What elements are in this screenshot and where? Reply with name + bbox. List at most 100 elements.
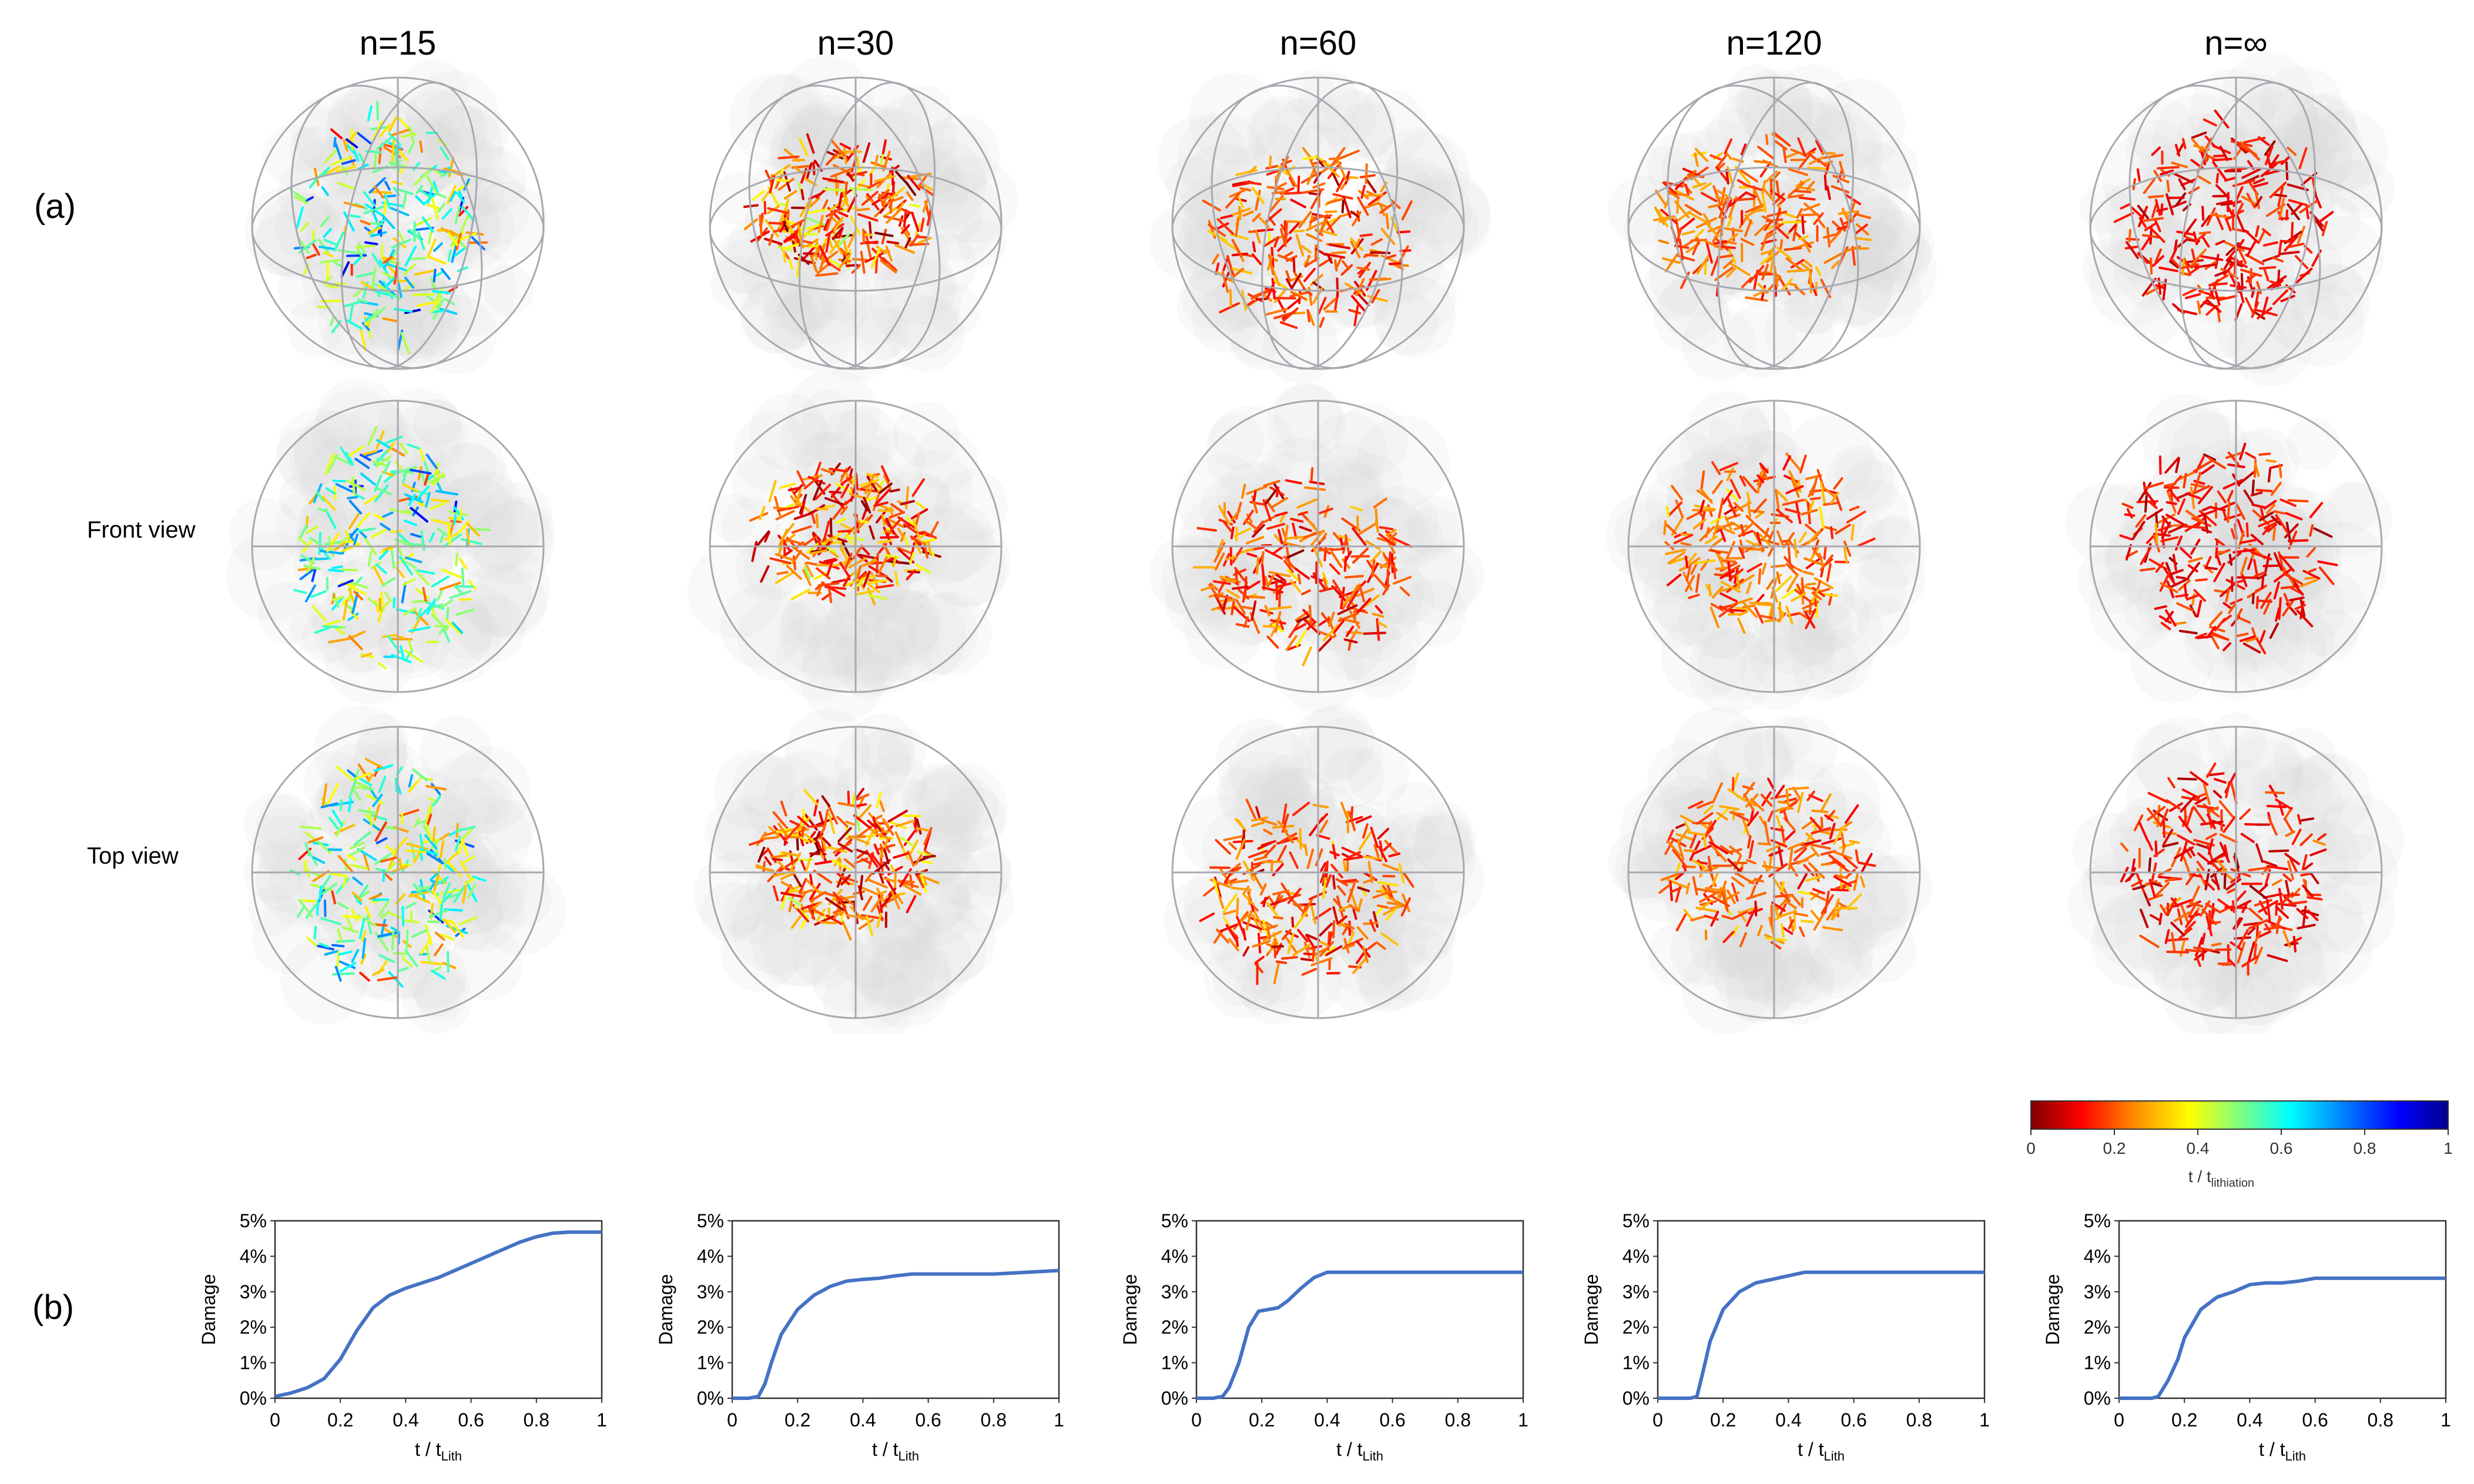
particle-cloud-blob [280,937,367,1025]
crack-segment [869,525,875,540]
particle-cloud-blob [687,544,782,639]
crack-segment [797,182,803,194]
crack-segment [900,837,914,847]
crack-segment [929,521,939,538]
crack-segment [464,877,475,885]
crack-segment [1370,550,1382,563]
crack-segment [782,249,786,263]
crack-segment [296,206,304,229]
crack-segment [843,575,851,587]
crack-segment [384,435,403,445]
crack-segment [876,912,883,928]
crack-segment [2227,501,2231,523]
crack-segment [353,527,376,533]
crack-segment [382,200,387,218]
particle-cloud-blob [482,799,536,853]
particle-cloud-blob [923,519,1011,607]
crack-segment [2148,857,2152,873]
particle-cloud-blob [1777,947,1835,1004]
crack-segment [360,328,367,351]
crack-segment [885,246,893,262]
crack-segment [440,227,455,237]
sphere-meridian [290,85,483,370]
crack-segment [831,859,852,871]
crack-segment [1266,635,1279,649]
crack-segment [1275,580,1279,600]
particle-cloud-blob [856,306,910,360]
crack-segment [431,197,439,220]
crack-segment [1322,877,1327,899]
crack-segment [431,498,450,503]
crack-segment [829,518,833,539]
crack-segment [783,232,796,243]
crack-segment [866,242,872,260]
crack-segment [825,211,834,231]
crack-segment [1830,888,1850,892]
crack-segment [1303,952,1315,956]
crack-segment [462,881,468,904]
crack-segment [431,969,446,980]
crack-segment [797,223,803,246]
crack-segment [1325,210,1337,213]
crack-segment [1266,574,1275,587]
crack-segment [2278,464,2282,478]
crack-segment [389,508,412,515]
crack-segment [1252,939,1271,948]
crack-segment [468,580,477,590]
crack-segment [429,871,440,881]
particle-cloud-blob [733,753,797,817]
crack-segment [806,208,827,214]
crack-segment [824,586,847,590]
crack-segment [324,949,339,956]
crack-segment [757,847,766,863]
crack-segment [1389,262,1403,266]
crack-segment [362,787,374,791]
crack-segment [348,499,362,515]
crack-segment [1253,911,1265,931]
crack-segment [837,842,853,852]
crack-segment [454,247,466,257]
particle-cloud-blob [1376,925,1453,1002]
crack-segment [1367,942,1377,950]
crack-segment [794,230,801,247]
crack-segment [424,806,431,824]
crack-segment [761,189,772,202]
crack-segment [815,240,819,261]
crack-segment [894,831,904,849]
crack-segment [1285,634,1298,651]
crack-segment [434,931,445,941]
crack-segment [380,856,397,863]
crack-segment [1291,916,1295,928]
row-label-top-view: Top view [87,843,179,869]
crack-segment [328,816,340,831]
crack-segment [901,883,922,896]
crack-segment [823,809,829,831]
crack-segment [331,596,344,601]
crack-segment [1357,196,1369,216]
crack-segment [875,584,894,589]
crack-segment [1275,960,1288,964]
crack-segment [1339,538,1344,550]
particle-cloud-blob [904,821,970,885]
crack-segment [1283,220,1306,223]
crack-panel [1605,391,1927,714]
crack-segment [435,489,459,496]
crack-segment [434,943,444,956]
crack-segment [1343,556,1347,572]
crack-segment [335,820,346,837]
crack-segment [1298,210,1312,229]
crack-segment [1315,229,1324,237]
crack-segment [1341,517,1361,532]
particle-cloud-blob [471,565,547,640]
crack-segment [1330,550,1343,568]
crack-segment [796,908,810,923]
particle-cloud-blob [715,793,792,871]
crack-segment [1225,555,1237,561]
crack-segment [346,479,366,492]
particle-cloud-blob [1347,744,1410,806]
crack-segment [809,197,821,208]
crack-segment [404,649,414,661]
crack-segment [891,557,901,565]
crack-segment [1302,188,1325,194]
crack-segment [813,830,821,844]
